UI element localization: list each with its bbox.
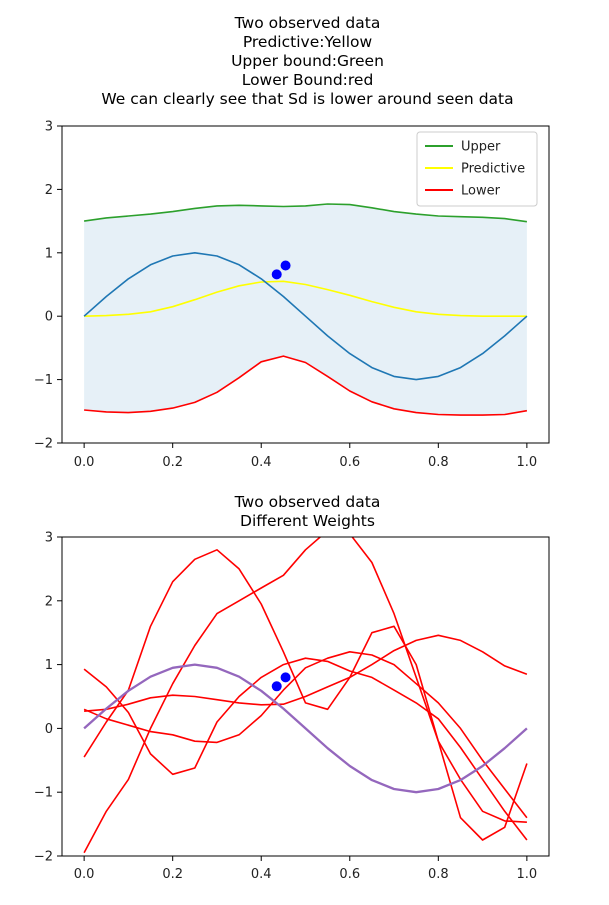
series-line-predictive [84,280,527,318]
y-tick-label: 2 [45,183,53,198]
chart-title-line: Different Weights [240,512,375,530]
confidence-band [84,204,527,416]
y-tick-label: 1 [45,658,53,673]
legend-label-lower: Lower [461,184,501,199]
y-tick-label: 1 [45,246,53,261]
legend-label-upper: Upper [461,140,501,155]
series-line-lower [84,355,528,416]
x-tick-label: 0.8 [428,455,449,470]
chart-title-line: We can clearly see that Sd is lower arou… [101,90,513,108]
x-tick-label: 0.6 [339,867,360,882]
y-tick-label: 3 [45,531,53,546]
x-tick-label: 0.0 [74,455,95,470]
observed-point [280,672,291,683]
series-line-3 [83,548,528,841]
y-tick-label: 3 [45,120,53,135]
x-tick-label: 0.4 [251,867,272,882]
x-tick-label: 1.0 [517,455,538,470]
x-tick-label: 0.8 [428,867,449,882]
y-tick-label: 0 [45,310,53,325]
chart-title-line: Two observed data [234,493,381,511]
x-tick-label: 0.0 [74,867,95,882]
y-tick-label: −2 [34,850,53,865]
series-line-6 [83,663,528,794]
x-tick-label: 1.0 [517,867,538,882]
plot-area [83,537,528,854]
y-tick-label: 0 [45,722,53,737]
observed-point [271,681,282,692]
observed-point [280,260,291,271]
chart-1: Two observed dataPredictive:YellowUpper … [34,14,550,470]
x-tick-label: 0.4 [251,455,272,470]
y-tick-label: −2 [34,437,53,452]
chart-title-line: Lower Bound:red [242,71,374,89]
observed-point [271,269,282,280]
x-tick-label: 0.2 [162,455,183,470]
x-tick-label: 0.6 [339,455,360,470]
axes-frame [61,536,550,857]
axes-frame [61,125,550,444]
chart-title-line: Two observed data [234,14,381,32]
plot-area [83,203,528,416]
y-tick-label: 2 [45,594,53,609]
y-tick-label: −1 [34,373,53,388]
series-line-2 [83,650,528,819]
y-tick-label: −1 [34,786,53,801]
series-line-1 [84,634,528,712]
series-line-4 [83,252,528,381]
legend-box [416,131,538,207]
chart-title-line: Upper bound:Green [231,52,384,70]
series-line-4 [83,537,527,854]
chart-title-line: Predictive:Yellow [243,33,373,51]
x-tick-label: 0.2 [162,867,183,882]
legend-label-predictive: Predictive [461,162,525,177]
series-line-upper [83,203,528,223]
series-line-5 [83,657,528,841]
